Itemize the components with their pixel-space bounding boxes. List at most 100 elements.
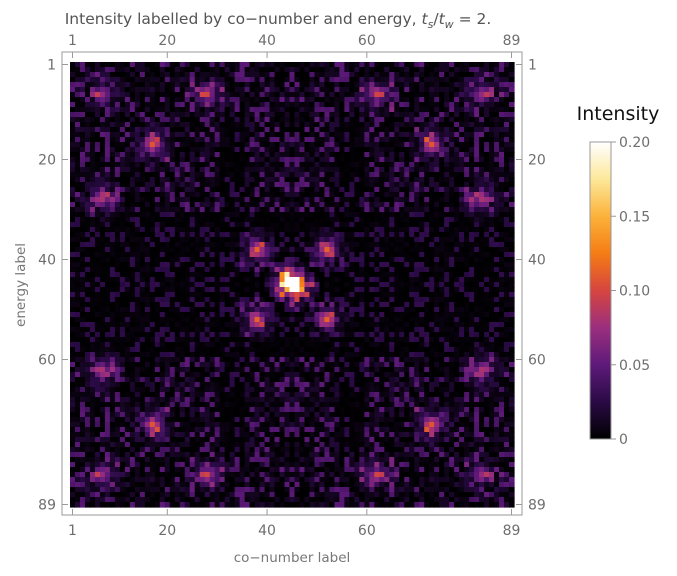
- heatmap-cell: [314, 87, 321, 93]
- heatmap-cell: [284, 222, 291, 228]
- heatmap-cell: [354, 157, 360, 163]
- heatmap-cell: [304, 247, 311, 253]
- heatmap-cell: [489, 277, 495, 283]
- heatmap-cell: [119, 157, 126, 163]
- heatmap-cell: [244, 82, 251, 88]
- heatmap-cell: [94, 82, 101, 88]
- heatmap-cell: [94, 72, 101, 78]
- heatmap-cell: [254, 177, 261, 183]
- heatmap-cell: [119, 277, 126, 283]
- heatmap-cell: [164, 147, 171, 153]
- heatmap-cell: [304, 192, 311, 198]
- heatmap-cell: [224, 142, 231, 148]
- heatmap-cell: [159, 122, 166, 128]
- heatmap-cell: [79, 72, 86, 78]
- heatmap-cell: [359, 137, 365, 143]
- heatmap-cell: [124, 97, 131, 103]
- heatmap-cell: [464, 177, 470, 183]
- heatmap-cell: [369, 137, 375, 143]
- heatmap-cell: [334, 272, 340, 278]
- heatmap-cell: [334, 117, 340, 123]
- heatmap-cell: [239, 62, 246, 68]
- heatmap-cell: [349, 122, 355, 128]
- heatmap-cell: [224, 327, 231, 333]
- heatmap-cell: [164, 127, 171, 133]
- heatmap-cell: [394, 332, 400, 338]
- heatmap-cell: [134, 102, 141, 108]
- heatmap-cell: [429, 147, 435, 153]
- heatmap-cell: [464, 157, 470, 163]
- heatmap-cell: [169, 82, 176, 88]
- heatmap-cell: [234, 332, 241, 338]
- heatmap-cell: [259, 77, 266, 83]
- heatmap-cell: [504, 122, 510, 128]
- heatmap-cell: [449, 202, 455, 208]
- heatmap-cell: [444, 172, 450, 178]
- heatmap-cell: [254, 162, 261, 168]
- heatmap-cell: [384, 297, 390, 303]
- heatmap-cell: [434, 102, 440, 108]
- heatmap-cell: [189, 117, 196, 123]
- heatmap-cell: [394, 337, 400, 343]
- heatmap-cell: [164, 282, 171, 288]
- heatmap-cell: [299, 312, 306, 318]
- heatmap-cell: [199, 272, 206, 278]
- heatmap-cell: [509, 132, 515, 138]
- heatmap-cell: [289, 237, 296, 243]
- heatmap-cell: [354, 82, 360, 88]
- heatmap-cell: [389, 122, 395, 128]
- heatmap-cell: [344, 162, 350, 168]
- heatmap-cell: [304, 102, 311, 108]
- heatmap-cell: [209, 282, 216, 288]
- heatmap-cell: [499, 72, 505, 78]
- heatmap-cell: [164, 317, 171, 323]
- heatmap-cell: [204, 122, 211, 128]
- heatmap-cell: [374, 262, 380, 268]
- heatmap-cell: [354, 277, 360, 283]
- heatmap-cell: [374, 172, 380, 178]
- heatmap-cell: [469, 202, 475, 208]
- heatmap-cell: [469, 277, 475, 283]
- heatmap-cell: [149, 187, 156, 193]
- heatmap-cell: [389, 212, 395, 218]
- heatmap-cell: [499, 312, 505, 318]
- heatmap-cell: [394, 312, 400, 318]
- heatmap-cell: [409, 62, 415, 68]
- heatmap-cell: [494, 167, 500, 173]
- heatmap-cell: [70, 217, 76, 223]
- heatmap-cell: [164, 252, 171, 258]
- heatmap-cell: [499, 237, 505, 243]
- heatmap-cell: [434, 302, 440, 308]
- heatmap-cell: [104, 337, 111, 343]
- heatmap-cell: [224, 282, 231, 288]
- heatmap-cell: [169, 137, 176, 143]
- heatmap-cell: [464, 122, 470, 128]
- heatmap-cell: [104, 257, 111, 263]
- heatmap-cell: [374, 187, 380, 193]
- heatmap-cell: [299, 257, 306, 263]
- heatmap-cell: [444, 147, 450, 153]
- heatmap-cell: [249, 147, 256, 153]
- heatmap-cell: [454, 272, 460, 278]
- heatmap-cell: [354, 187, 360, 193]
- heatmap-cell: [404, 122, 410, 128]
- heatmap-cell: [384, 77, 390, 83]
- heatmap-cell: [159, 202, 166, 208]
- heatmap-cell: [144, 122, 151, 128]
- heatmap-cell: [289, 212, 296, 218]
- heatmap-cell: [419, 207, 425, 213]
- heatmap-cell: [359, 187, 365, 193]
- heatmap-cell: [264, 122, 271, 128]
- heatmap-cell: [104, 287, 111, 293]
- heatmap-cell: [389, 142, 395, 148]
- heatmap-cell: [449, 197, 455, 203]
- heatmap-cell: [219, 227, 226, 233]
- heatmap-cell: [499, 287, 505, 293]
- heatmap-cell: [144, 242, 151, 248]
- heatmap-cell: [284, 252, 291, 258]
- heatmap-cell: [159, 82, 166, 88]
- heatmap-cell: [379, 137, 385, 143]
- heatmap-cell: [439, 317, 445, 323]
- heatmap-cell: [344, 237, 350, 243]
- heatmap-cell: [74, 317, 81, 323]
